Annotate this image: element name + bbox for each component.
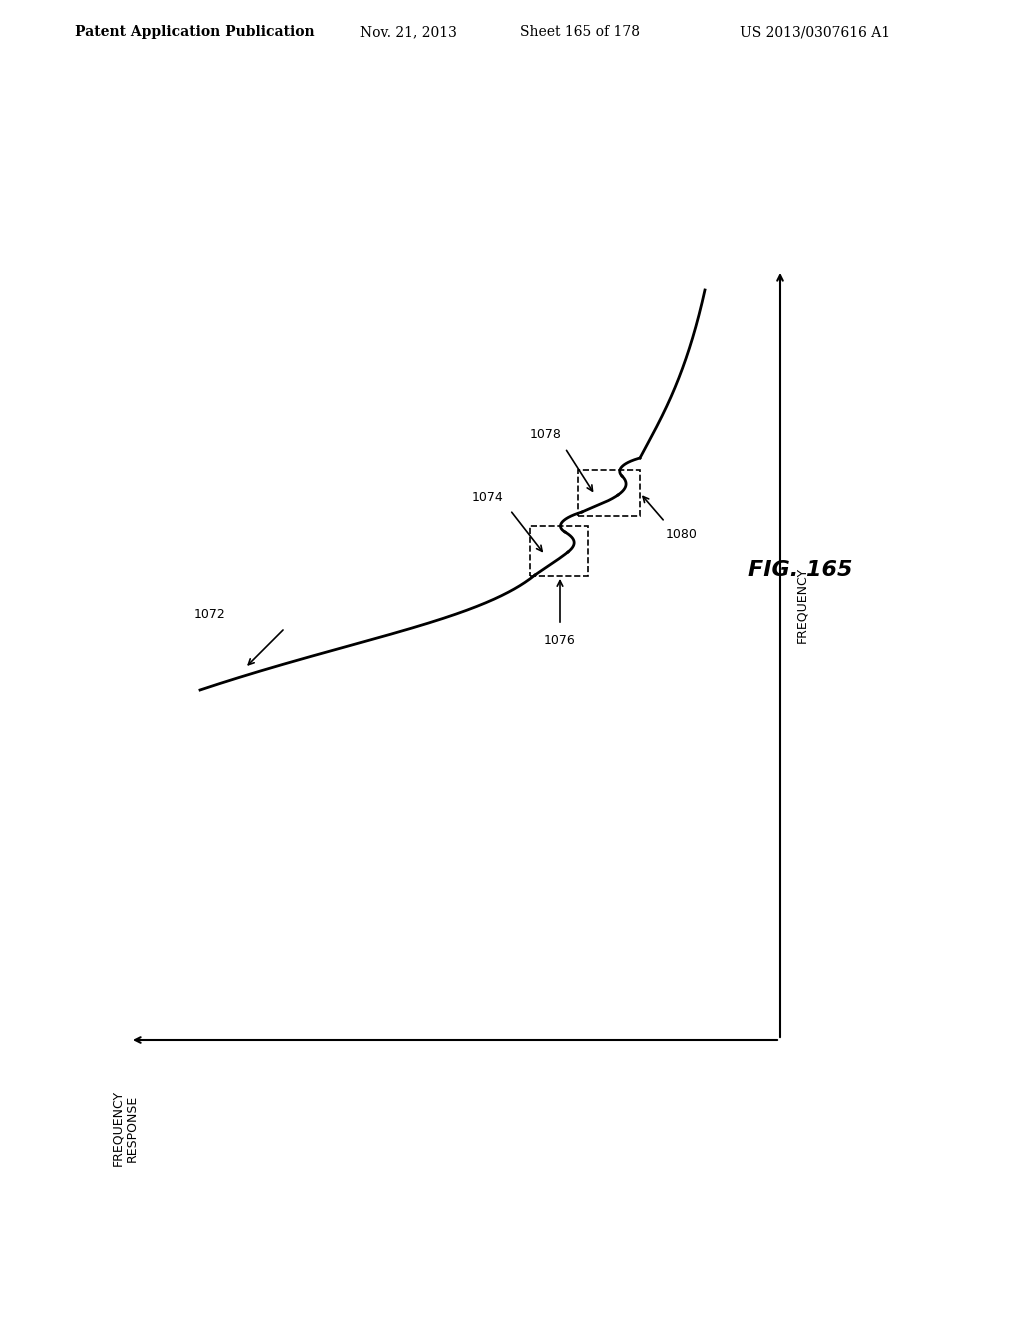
Text: Sheet 165 of 178: Sheet 165 of 178 (520, 25, 640, 40)
Bar (578, 470, 640, 516)
Text: FIG. 165: FIG. 165 (748, 560, 852, 579)
Text: 1080: 1080 (666, 528, 698, 541)
Text: 1078: 1078 (530, 429, 562, 441)
Text: US 2013/0307616 A1: US 2013/0307616 A1 (740, 25, 890, 40)
Text: FREQUENCY: FREQUENCY (795, 566, 808, 643)
Text: 1072: 1072 (195, 609, 226, 622)
Text: 1074: 1074 (472, 491, 504, 504)
Text: Patent Application Publication: Patent Application Publication (75, 25, 314, 40)
Text: Nov. 21, 2013: Nov. 21, 2013 (360, 25, 457, 40)
Text: FREQUENCY
RESPONSE: FREQUENCY RESPONSE (111, 1090, 139, 1166)
Bar (530, 525, 588, 576)
Text: 1076: 1076 (544, 634, 575, 647)
